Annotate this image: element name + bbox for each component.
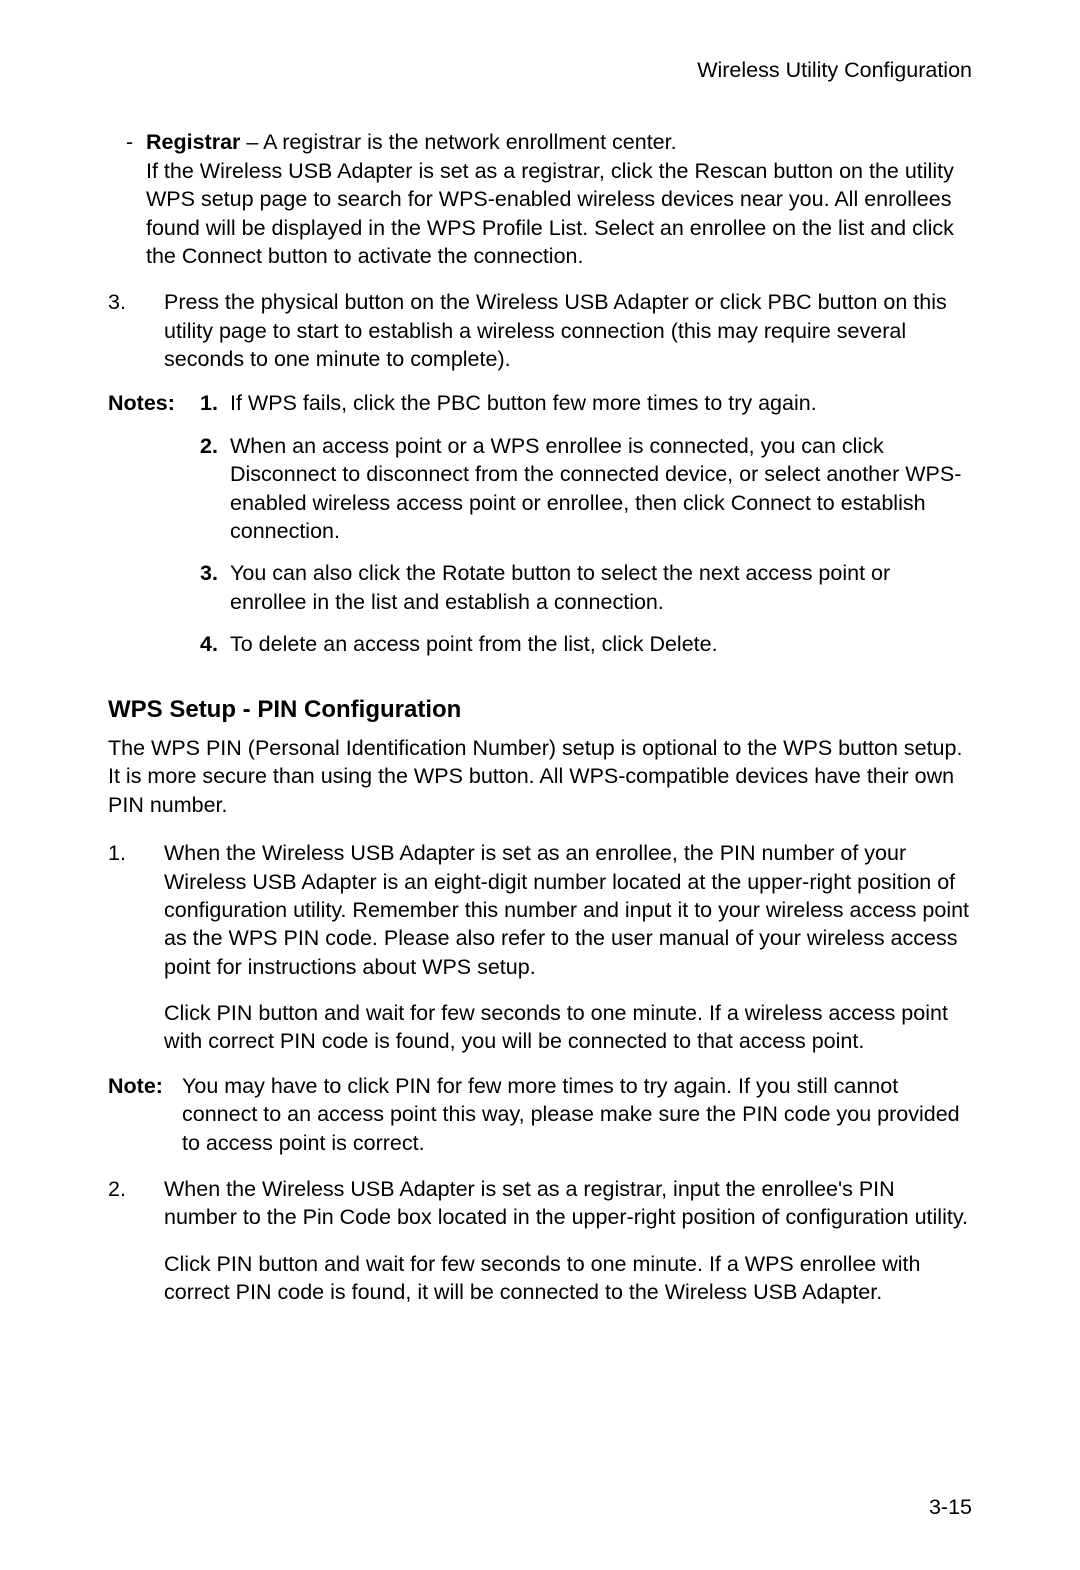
- pin-step-1-content: When the Wireless USB Adapter is set as …: [164, 839, 972, 1056]
- section-heading: WPS Setup - PIN Configuration: [108, 694, 972, 726]
- section-intro: The WPS PIN (Personal Identification Num…: [108, 734, 972, 819]
- note-inline: Note: You may have to click PIN for few …: [108, 1072, 972, 1157]
- pin-step-1-p1: When the Wireless USB Adapter is set as …: [164, 839, 972, 981]
- pin-step-2: 2. When the Wireless USB Adapter is set …: [108, 1175, 972, 1307]
- pin-step-1-p2: Click PIN button and wait for few second…: [164, 999, 972, 1056]
- pin-step-2-p2: Click PIN button and wait for few second…: [164, 1250, 972, 1307]
- notes-list: 1. If WPS fails, click the PBC button fe…: [200, 389, 972, 672]
- note-2: 2. When an access point or a WPS enrolle…: [200, 432, 972, 546]
- step-3-text: Press the physical button on the Wireles…: [164, 288, 972, 373]
- notes-block: Notes: 1. If WPS fails, click the PBC bu…: [108, 389, 972, 672]
- note-4-text: To delete an access point from the list,…: [230, 630, 972, 658]
- pin-step-2-num: 2.: [108, 1175, 164, 1307]
- page-container: Wireless Utility Configuration - Registr…: [0, 0, 1080, 1378]
- registrar-lead: – A registrar is the network enrollment …: [240, 130, 676, 154]
- registrar-body: If the Wireless USB Adapter is set as a …: [146, 159, 954, 268]
- note-2-num: 2.: [200, 432, 230, 546]
- pin-step-2-p1: When the Wireless USB Adapter is set as …: [164, 1175, 972, 1232]
- page-number: 3-15: [929, 1495, 972, 1520]
- step-3-num: 3.: [108, 288, 164, 373]
- note-3-num: 3.: [200, 559, 230, 616]
- note-2-text: When an access point or a WPS enrollee i…: [230, 432, 972, 546]
- step-3: 3. Press the physical button on the Wire…: [108, 288, 972, 373]
- note-1-num: 1.: [200, 389, 230, 417]
- pin-step-1-num: 1.: [108, 839, 164, 1056]
- note-inline-label: Note:: [108, 1072, 182, 1157]
- note-4: 4. To delete an access point from the li…: [200, 630, 972, 658]
- notes-label: Notes:: [108, 389, 200, 672]
- pin-step-1: 1. When the Wireless USB Adapter is set …: [108, 839, 972, 1056]
- note-3: 3. You can also click the Rotate button …: [200, 559, 972, 616]
- pin-step-2-content: When the Wireless USB Adapter is set as …: [164, 1175, 972, 1307]
- note-1-text: If WPS fails, click the PBC button few m…: [230, 389, 972, 417]
- bullet-dash: -: [108, 128, 146, 270]
- registrar-label: Registrar: [146, 130, 240, 154]
- note-inline-text: You may have to click PIN for few more t…: [182, 1072, 972, 1157]
- page-header: Wireless Utility Configuration: [108, 56, 972, 84]
- registrar-bullet: - Registrar – A registrar is the network…: [108, 128, 972, 270]
- note-3-text: You can also click the Rotate button to …: [230, 559, 972, 616]
- registrar-content: Registrar – A registrar is the network e…: [146, 128, 972, 270]
- note-4-num: 4.: [200, 630, 230, 658]
- note-1: 1. If WPS fails, click the PBC button fe…: [200, 389, 972, 417]
